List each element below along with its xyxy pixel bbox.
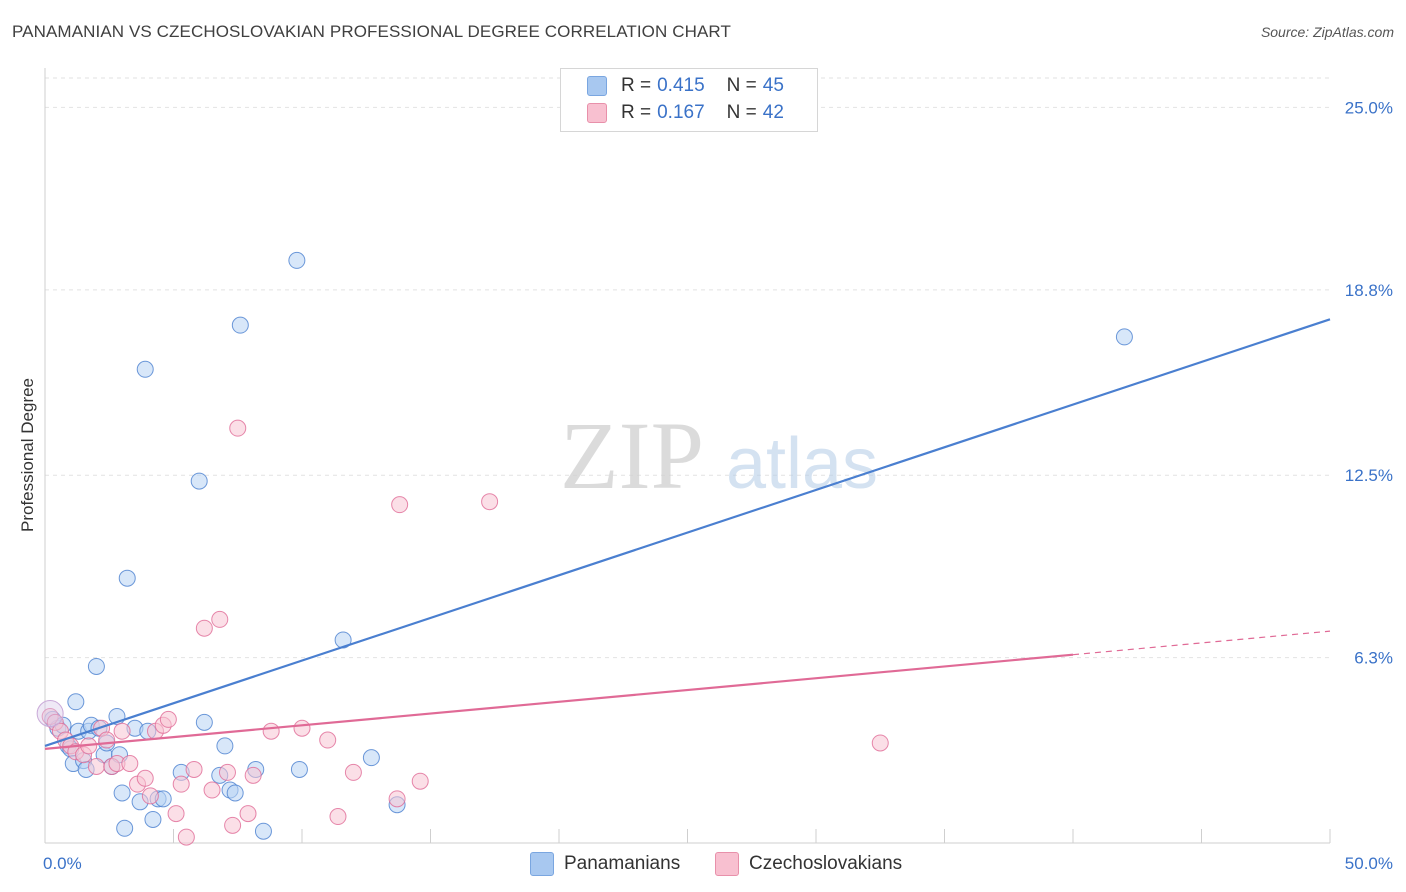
series-swatch-czechoslovakians xyxy=(715,852,739,876)
x-tick-label: 50.0% xyxy=(1345,854,1393,873)
point-czechoslovakian xyxy=(141,787,159,805)
point-panamanian xyxy=(216,737,234,755)
data-points xyxy=(36,251,1133,846)
watermark-atlas: atlas xyxy=(726,424,878,504)
series-swatch-panamanians xyxy=(530,852,554,876)
point-czechoslovakian xyxy=(411,772,429,790)
point-panamanian xyxy=(254,822,272,840)
tick-labels: 6.3% 12.5% 18.8% 25.0% 0.0% 50.0% xyxy=(43,98,1393,873)
point-panamanian xyxy=(290,760,308,778)
point-czechoslovakian xyxy=(121,755,139,773)
series-legend-label: Panamanians xyxy=(564,853,681,874)
point-czechoslovakian xyxy=(262,722,280,740)
y-tick-label: 25.0% xyxy=(1345,98,1393,117)
point-panamanian xyxy=(67,693,85,711)
legend-swatch-panamanians xyxy=(587,76,607,96)
point-panamanian xyxy=(87,657,105,675)
point-panamanian xyxy=(144,810,162,828)
legend-r-label: R = xyxy=(621,75,652,96)
point-czechoslovakian xyxy=(195,619,213,637)
point-panamanian xyxy=(116,819,134,837)
point-cluster xyxy=(36,700,64,728)
point-czechoslovakian xyxy=(871,734,889,752)
y-axis-label: Professional Degree xyxy=(18,378,37,532)
trend-line-czechoslovakians xyxy=(44,653,1074,750)
legend-n-value: 42 xyxy=(762,102,784,123)
legend-swatch-czechoslovakians xyxy=(587,103,607,123)
legend-row-czechoslovakians: R = 0.167 N = 42 xyxy=(587,101,784,125)
point-czechoslovakian xyxy=(224,816,242,834)
point-czechoslovakian xyxy=(344,763,362,781)
watermark-zip: ZIP xyxy=(560,402,704,509)
point-panamanian xyxy=(226,784,244,802)
point-czechoslovakian xyxy=(229,419,247,437)
point-czechoslovakian xyxy=(329,808,347,826)
legend-row-panamanians: R = 0.415 N = 45 xyxy=(587,74,784,98)
point-panamanian xyxy=(190,472,208,490)
point-panamanian xyxy=(362,749,380,767)
legend-n-label: N = xyxy=(726,102,757,123)
watermark: ZIP atlas xyxy=(560,402,878,509)
point-czechoslovakian xyxy=(391,496,409,514)
series-legend-label: Czechoslovakians xyxy=(749,853,903,874)
gridlines xyxy=(45,77,1330,659)
trend-lines xyxy=(44,318,1331,750)
trend-line-panamanians xyxy=(44,318,1331,747)
point-czechoslovakian xyxy=(87,758,105,775)
point-czechoslovakian xyxy=(167,805,185,823)
trend-line-extension xyxy=(1072,630,1331,656)
point-czechoslovakian xyxy=(239,805,257,823)
y-tick-label: 6.3% xyxy=(1354,649,1393,668)
point-czechoslovakian xyxy=(172,775,190,793)
point-panamanian xyxy=(113,784,131,802)
chart-title: PANAMANIAN VS CZECHOSLOVAKIAN PROFESSION… xyxy=(12,22,731,41)
legend-n-label: N = xyxy=(726,75,757,96)
point-czechoslovakian xyxy=(113,722,131,740)
point-panamanian xyxy=(118,569,136,587)
point-czechoslovakian xyxy=(293,719,311,737)
series-legend-panamanians[interactable]: Panamanians xyxy=(530,852,680,876)
source-label: Source: ZipAtlas.com xyxy=(1260,24,1394,40)
x-tick-label: 0.0% xyxy=(43,854,82,873)
series-legend-czechoslovakians[interactable]: Czechoslovakians xyxy=(715,852,902,876)
point-czechoslovakian xyxy=(218,763,236,781)
point-panamanian xyxy=(288,251,306,269)
point-czechoslovakian xyxy=(177,828,195,846)
legend-r-value: 0.167 xyxy=(657,102,705,123)
point-czechoslovakian xyxy=(481,493,499,511)
legend-n-value: 45 xyxy=(762,75,784,96)
point-czechoslovakian xyxy=(159,710,177,728)
correlation-legend: R = 0.415 N = 45 R = 0.167 N = 42 xyxy=(560,68,818,132)
point-czechoslovakian xyxy=(388,790,406,808)
point-czechoslovakian xyxy=(244,766,262,784)
point-panamanian xyxy=(1115,328,1133,346)
point-panamanian xyxy=(195,713,213,731)
point-czechoslovakian xyxy=(211,610,229,628)
legend-r-value: 0.415 xyxy=(657,75,705,96)
y-tick-label: 12.5% xyxy=(1345,466,1393,485)
point-panamanian xyxy=(231,316,249,334)
legend-r-label: R = xyxy=(621,102,652,123)
series-legend: Panamanians Czechoslovakians xyxy=(0,852,1406,876)
point-panamanian xyxy=(136,360,154,378)
point-czechoslovakian xyxy=(136,769,154,787)
point-czechoslovakian xyxy=(98,731,116,749)
point-czechoslovakian xyxy=(203,781,221,799)
point-czechoslovakian xyxy=(319,731,337,749)
y-tick-label: 18.8% xyxy=(1345,281,1393,300)
point-czechoslovakian xyxy=(185,760,203,778)
